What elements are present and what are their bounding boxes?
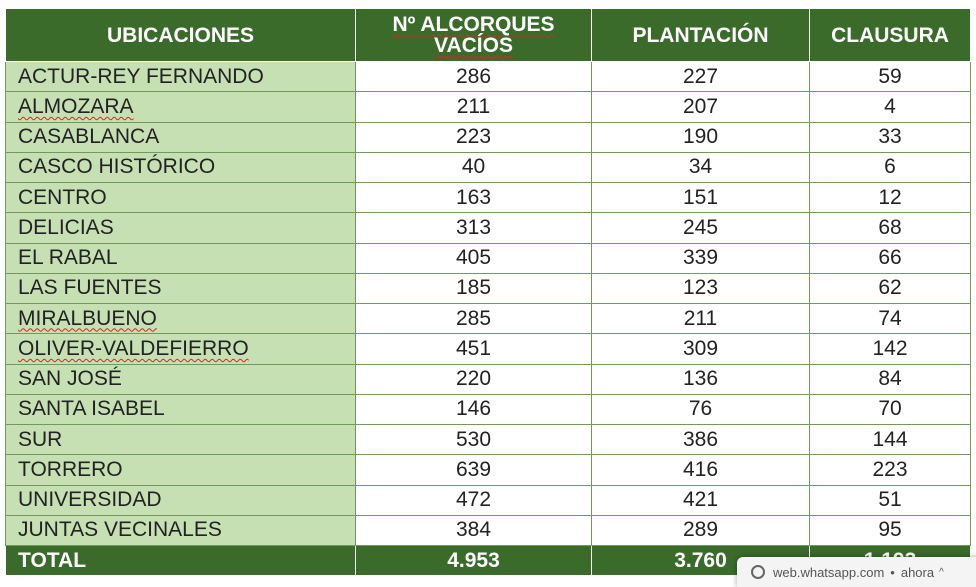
number-cell: 12 <box>809 181 971 214</box>
table-row: ACTUR-REY FERNANDO 286 227 59 <box>5 60 971 93</box>
number-cell: 144 <box>809 423 971 456</box>
total-cell: 4.953 <box>355 545 592 576</box>
number-cell: 421 <box>591 484 810 516</box>
location-cell: ALMOZARA <box>5 91 356 123</box>
table-row: SUR 530 386 144 <box>5 423 971 456</box>
number-cell: 211 <box>355 91 592 123</box>
number-cell: 416 <box>591 454 810 486</box>
notification[interactable]: web.whatsapp.com • ahora ^ <box>737 557 976 587</box>
table-row: MIRALBUENO 285 211 74 <box>5 302 971 335</box>
table-row: JUNTAS VECINALES 384 289 95 <box>5 514 971 547</box>
number-cell: 530 <box>355 423 592 456</box>
location-cell: CASCO HISTÓRICO <box>5 151 356 184</box>
number-cell: 151 <box>591 181 810 214</box>
number-cell: 95 <box>809 514 971 547</box>
location-cell: CENTRO <box>5 181 356 214</box>
total-cell: TOTAL <box>5 545 356 576</box>
number-cell: 74 <box>809 302 971 335</box>
number-cell: 62 <box>809 272 971 305</box>
number-cell: 386 <box>591 423 810 456</box>
header-cell: Nº ALCORQUES VACÍOS <box>355 8 592 62</box>
table-row: TORRERO 639 416 223 <box>5 454 971 486</box>
site-icon <box>751 565 765 579</box>
number-cell: 163 <box>355 181 592 214</box>
notification-site: web.whatsapp.com <box>773 564 885 580</box>
header-cell: CLAUSURA <box>809 8 971 62</box>
number-cell: 384 <box>355 514 592 547</box>
table-body: ACTUR-REY FERNANDO 286 227 59 ALMOZARA 211 207… <box>5 60 971 576</box>
number-cell: 211 <box>591 302 810 335</box>
number-cell: 185 <box>355 272 592 305</box>
location-cell: MIRALBUENO <box>5 302 356 335</box>
number-cell: 639 <box>355 454 592 486</box>
number-cell: 309 <box>591 333 810 365</box>
table-row: OLIVER-VALDEFIERRO 451 309 142 <box>5 333 971 365</box>
number-cell: 68 <box>809 212 971 244</box>
number-cell: 84 <box>809 363 971 395</box>
header-cell: UBICACIONES <box>5 8 356 62</box>
number-cell: 51 <box>809 484 971 516</box>
number-cell: 40 <box>355 151 592 184</box>
number-cell: 223 <box>355 121 592 153</box>
table-wrap: UBICACIONES Nº ALCORQUES VACÍOS PLANTACIÓN… <box>5 8 971 576</box>
number-cell: 136 <box>591 363 810 395</box>
number-cell: 285 <box>355 302 592 335</box>
number-cell: 245 <box>591 212 810 244</box>
location-cell: OLIVER-VALDEFIERRO <box>5 333 356 365</box>
number-cell: 66 <box>809 242 971 274</box>
table-row: DELICIAS 313 245 68 <box>5 212 971 244</box>
location-cell: SUR <box>5 423 356 456</box>
location-cell: CASABLANCA <box>5 121 356 153</box>
location-cell: ACTUR-REY FERNANDO <box>5 60 356 93</box>
header-cell: PLANTACIÓN <box>591 8 810 62</box>
number-cell: 34 <box>591 151 810 184</box>
table-row: CASCO HISTÓRICO 40 34 6 <box>5 151 971 184</box>
location-cell: UNIVERSIDAD <box>5 484 356 516</box>
table-row: CASABLANCA 223 190 33 <box>5 121 971 153</box>
table-row: ALMOZARA 211 207 4 <box>5 91 971 123</box>
location-cell: LAS FUENTES <box>5 272 356 305</box>
table-row: EL RABAL 405 339 66 <box>5 242 971 274</box>
location-cell: JUNTAS VECINALES <box>5 514 356 547</box>
number-cell: 289 <box>591 514 810 547</box>
number-cell: 76 <box>591 393 810 426</box>
table-row: SANTA ISABEL 146 76 70 <box>5 393 971 426</box>
location-cell: SAN JOSÉ <box>5 363 356 395</box>
number-cell: 59 <box>809 60 971 93</box>
separator: • <box>890 564 895 580</box>
number-cell: 33 <box>809 121 971 153</box>
number-cell: 142 <box>809 333 971 365</box>
number-cell: 472 <box>355 484 592 516</box>
table-row: LAS FUENTES 185 123 62 <box>5 272 971 305</box>
notification-time: ahora <box>900 564 935 580</box>
number-cell: 4 <box>809 91 971 123</box>
location-cell: SANTA ISABEL <box>5 393 356 426</box>
chevron: ^ <box>939 566 944 578</box>
number-cell: 451 <box>355 333 592 365</box>
header-row: UBICACIONES Nº ALCORQUES VACÍOS PLANTACIÓN… <box>5 8 971 62</box>
location-cell: DELICIAS <box>5 212 356 244</box>
data-table: UBICACIONES Nº ALCORQUES VACÍOS PLANTACIÓN… <box>5 8 971 576</box>
number-cell: 220 <box>355 363 592 395</box>
number-cell: 146 <box>355 393 592 426</box>
number-cell: 6 <box>809 151 971 184</box>
table-row: CENTRO 163 151 12 <box>5 181 971 214</box>
number-cell: 227 <box>591 60 810 93</box>
table-row: UNIVERSIDAD 472 421 51 <box>5 484 971 516</box>
number-cell: 223 <box>809 454 971 486</box>
table-row: SAN JOSÉ 220 136 84 <box>5 363 971 395</box>
number-cell: 70 <box>809 393 971 426</box>
number-cell: 339 <box>591 242 810 274</box>
number-cell: 207 <box>591 91 810 123</box>
number-cell: 313 <box>355 212 592 244</box>
location-cell: TORRERO <box>5 454 356 486</box>
number-cell: 123 <box>591 272 810 305</box>
location-cell: EL RABAL <box>5 242 356 274</box>
number-cell: 190 <box>591 121 810 153</box>
number-cell: 286 <box>355 60 592 93</box>
number-cell: 405 <box>355 242 592 274</box>
